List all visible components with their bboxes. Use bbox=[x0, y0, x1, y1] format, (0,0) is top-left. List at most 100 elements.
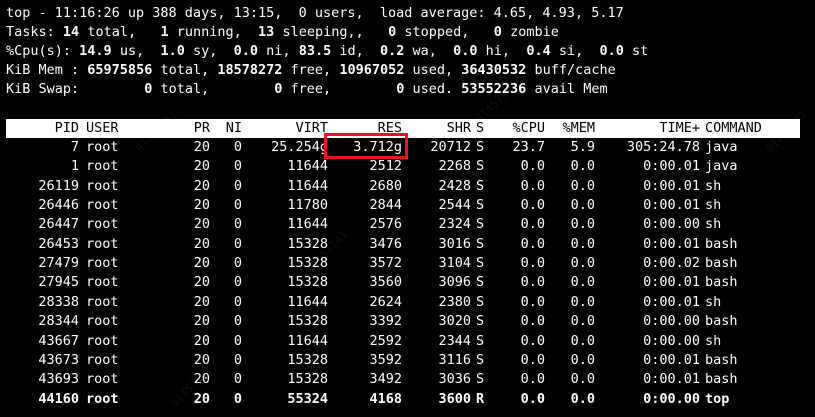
process-row[interactable]: 26119 root 20 0 11644 2680 2428 S 0.0 0.0 0:00.01 s… bbox=[6, 177, 806, 196]
swap-used: 0 bbox=[396, 81, 405, 97]
state-value: S bbox=[476, 216, 485, 233]
ni-value: 0 bbox=[233, 255, 242, 272]
mem-free-label: free, bbox=[282, 62, 332, 78]
col-virt[interactable]: VIRT bbox=[295, 120, 328, 136]
pr-value: 20 bbox=[193, 158, 210, 175]
ni-value: 0 bbox=[233, 332, 242, 349]
pid-value: 43693 bbox=[38, 371, 79, 388]
pid-value: 26447 bbox=[38, 216, 79, 233]
user-value: root bbox=[86, 216, 119, 233]
time-value: 305:24.78 bbox=[626, 139, 700, 155]
time-value: 0:00.01 bbox=[643, 158, 700, 175]
mem-value: 0.0 bbox=[570, 390, 595, 407]
mem-value: 0.0 bbox=[570, 351, 595, 368]
shr-value: 2428 bbox=[438, 177, 471, 194]
col-pid[interactable]: PID bbox=[54, 120, 79, 136]
process-row[interactable]: 26447 root 20 0 11644 2576 2324 S 0.0 0.0 0:00.00 s… bbox=[6, 215, 806, 234]
command-value: java bbox=[705, 139, 738, 155]
swap-avail: 53552236 bbox=[461, 81, 527, 97]
mem-used: 10967052 bbox=[339, 62, 405, 78]
process-row[interactable]: 27479 root 20 0 15328 3572 3104 S 0.0 0.0 0:00.02 b… bbox=[6, 254, 806, 273]
pid-value: 43667 bbox=[38, 332, 79, 349]
shr-value: 2344 bbox=[438, 332, 471, 349]
pid-value: 26446 bbox=[38, 197, 79, 214]
mem-value: 0.0 bbox=[570, 158, 595, 175]
mem-value: 0.0 bbox=[570, 332, 595, 349]
process-row[interactable]: 26446 root 20 0 11780 2844 2544 S 0.0 0.0 0:00.01 s… bbox=[6, 196, 806, 215]
time-value: 0:00.01 bbox=[643, 235, 700, 252]
summary-uptime-line: top - 11:16:26 up 388 days, 13:15, 0 use… bbox=[6, 5, 624, 21]
state-value: S bbox=[476, 139, 485, 155]
res-value: 2624 bbox=[369, 293, 402, 310]
command-value: sh bbox=[705, 197, 722, 214]
shr-value: 3096 bbox=[438, 274, 471, 291]
col-cpu[interactable]: %CPU bbox=[512, 120, 545, 136]
col-shr[interactable]: SHR bbox=[446, 120, 471, 136]
mem-total: 65975856 bbox=[87, 62, 153, 78]
process-row[interactable]: 43693 root 20 0 15328 3492 3036 S 0.0 0.0 0:00.01 b… bbox=[6, 370, 806, 389]
state-value: S bbox=[476, 197, 485, 214]
process-row[interactable]: 27945 root 20 0 15328 3560 3096 S 0.0 0.0 0:00.01 b… bbox=[6, 273, 806, 292]
col-user[interactable]: USER bbox=[86, 120, 119, 136]
res-value: 2680 bbox=[369, 177, 402, 194]
mem-value: 0.0 bbox=[570, 293, 595, 310]
res-value: 3492 bbox=[369, 371, 402, 388]
mem-buff-label: buff/cache bbox=[526, 62, 616, 78]
swap-total: 0 bbox=[144, 81, 153, 97]
virt-value: 15328 bbox=[287, 371, 328, 388]
swap-free: 0 bbox=[274, 81, 283, 97]
time-value: 0:00.01 bbox=[643, 293, 700, 310]
cpu-value: 0.0 bbox=[520, 197, 545, 214]
col-ni[interactable]: NI bbox=[225, 120, 242, 136]
pid-value: 27945 bbox=[38, 274, 79, 291]
command-value: java bbox=[705, 158, 738, 175]
shr-value: 3116 bbox=[438, 351, 471, 368]
user-value: root bbox=[86, 158, 119, 175]
ni-value: 0 bbox=[233, 293, 242, 310]
ni-value: 0 bbox=[233, 235, 242, 252]
res-value: 2576 bbox=[369, 216, 402, 233]
col-command[interactable]: COMMAND bbox=[705, 120, 762, 136]
process-row[interactable]: 28338 root 20 0 11644 2624 2380 S 0.0 0.0 0:00.01 s… bbox=[6, 293, 806, 312]
col-res[interactable]: RES bbox=[377, 120, 402, 136]
summary-cpu-line: %Cpu(s): 14.9 us, 1.0 sy, 0.0 ni, 83.5 i… bbox=[6, 42, 648, 61]
state-value: S bbox=[476, 371, 485, 388]
shr-value: 2380 bbox=[438, 293, 471, 310]
mem-value: 0.0 bbox=[570, 371, 595, 388]
col-time[interactable]: TIME+ bbox=[659, 120, 700, 136]
process-table-header bbox=[6, 119, 800, 138]
col-s[interactable]: S bbox=[476, 120, 485, 136]
col-pr[interactable]: PR bbox=[193, 120, 210, 136]
shr-value: 2324 bbox=[438, 216, 471, 233]
cpu-value: 0.0 bbox=[520, 158, 545, 175]
process-row[interactable]: 43673 root 20 0 15328 3592 3116 S 0.0 0.0 0:00.01 b… bbox=[6, 351, 806, 370]
cpu-value: 0.0 bbox=[520, 371, 545, 388]
summary-swap-line: KiB Swap: 0 total, 0 free, 0 used. 53552… bbox=[6, 80, 608, 99]
process-row[interactable]: 28344 root 20 0 15328 3392 3020 S 0.0 0.0 0:00.00 b… bbox=[6, 312, 806, 331]
res-value: 3476 bbox=[369, 235, 402, 252]
process-row[interactable]: 43667 root 20 0 11644 2592 2344 S 0.0 0.0 0:00.00 s… bbox=[6, 332, 806, 351]
process-row[interactable]: 7 root 20 0 25.254g 3.712g 20712 S 23.7 5.9 305:24… bbox=[6, 138, 806, 157]
mem-value: 0.0 bbox=[570, 313, 595, 330]
tasks-sleeping: 13 bbox=[258, 24, 275, 40]
col-mem[interactable]: %MEM bbox=[562, 120, 595, 136]
cpu-st-label: st bbox=[623, 43, 649, 59]
virt-value: 11644 bbox=[287, 177, 328, 194]
pid-value: 28344 bbox=[38, 313, 79, 330]
mem-label: KiB Mem : bbox=[6, 62, 80, 78]
mem-buff: 36430532 bbox=[461, 62, 527, 78]
cpu-us-label: us, bbox=[111, 43, 145, 59]
cpu-value: 23.7 bbox=[512, 139, 545, 155]
user-value: root bbox=[86, 313, 119, 330]
user-value: root bbox=[86, 371, 119, 388]
process-row[interactable]: 26453 root 20 0 15328 3476 3016 S 0.0 0.0 0:00.01 b… bbox=[6, 235, 806, 254]
state-value: S bbox=[476, 293, 485, 310]
virt-value: 11644 bbox=[287, 158, 328, 175]
process-row[interactable]: 1 root 20 0 11644 2512 2268 S 0.0 0.0 0:00.01 java bbox=[6, 157, 806, 176]
process-row[interactable]: 44160 root 20 0 55324 4168 3600 R 0.0 0.0 0:00.00 t… bbox=[6, 390, 806, 409]
pr-value: 20 bbox=[193, 390, 210, 407]
time-value: 0:00.02 bbox=[643, 255, 700, 272]
pid-value: 1 bbox=[70, 158, 79, 175]
mem-value: 0.0 bbox=[570, 274, 595, 291]
